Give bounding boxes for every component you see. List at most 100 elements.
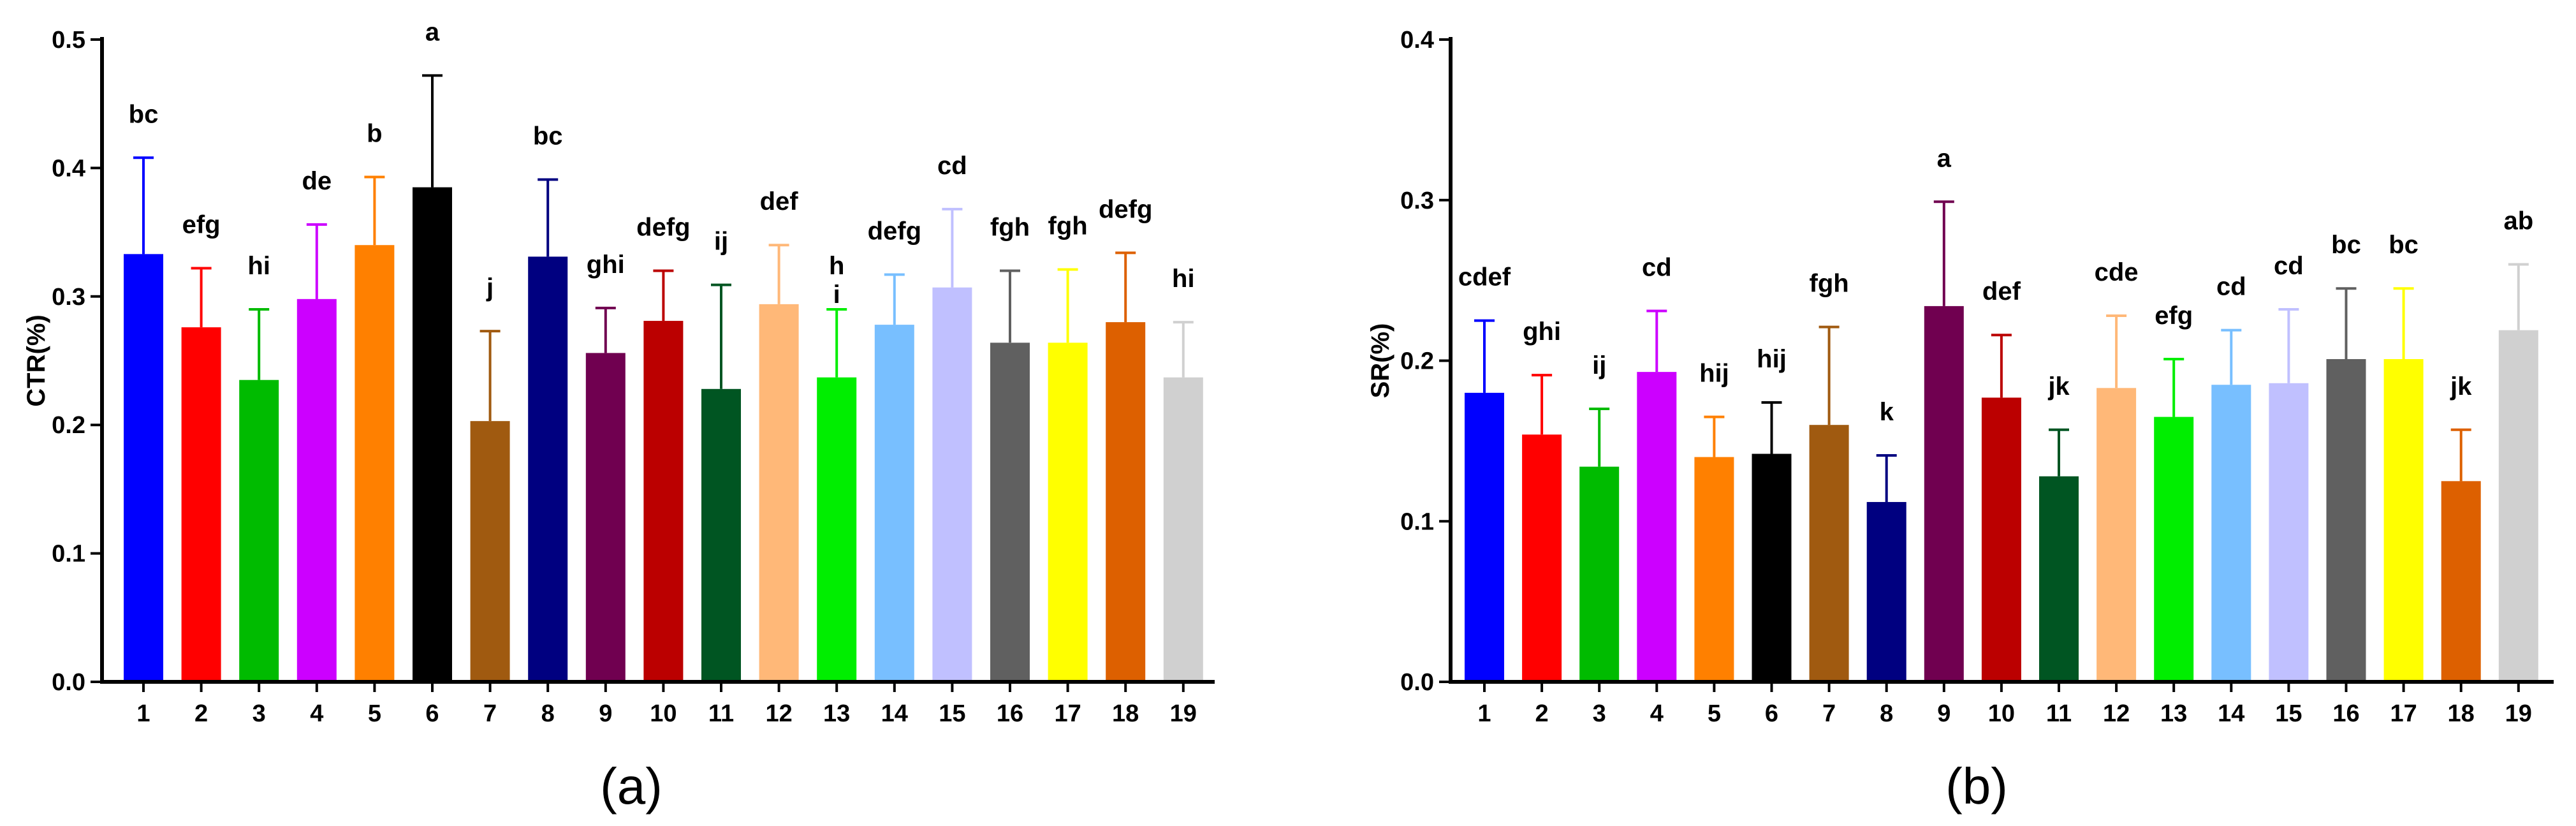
bar-7 <box>470 421 510 682</box>
x-tick-label-9: 9 <box>1937 700 1950 727</box>
x-tick-label-1: 1 <box>136 700 150 727</box>
significance-label-6: a <box>425 18 440 46</box>
bar-12 <box>2097 388 2137 682</box>
significance-label-7: fgh <box>1810 270 1849 298</box>
bar-9 <box>1924 306 1964 682</box>
y-tick-label-0.4: 0.4 <box>52 155 85 182</box>
significance-label-2: ghi <box>1523 318 1561 346</box>
bar-1 <box>1465 392 1504 682</box>
significance-label-14: cd <box>2216 273 2246 301</box>
x-tick-label-17: 17 <box>2390 700 2417 727</box>
significance-label-5: b <box>367 119 382 147</box>
x-tick-label-12: 12 <box>765 700 792 727</box>
bar-19 <box>1163 377 1203 682</box>
significance-label-4: cd <box>1642 253 1672 281</box>
bar-5 <box>1694 457 1734 682</box>
y-axis-title: SR(%) <box>1366 323 1394 399</box>
significance-label-16: bc <box>2331 231 2361 259</box>
y-tick-label-0.2: 0.2 <box>52 412 85 439</box>
x-tick-label-2: 2 <box>1535 700 1549 727</box>
x-tick-label-11: 11 <box>2046 700 2072 727</box>
significance-label-4: de <box>302 167 332 195</box>
significance-label-18: defg <box>1099 195 1152 223</box>
bar-17 <box>1048 343 1088 682</box>
bar-15 <box>2269 383 2309 682</box>
bar-8 <box>1866 502 1906 682</box>
y-tick-label-0.0: 0.0 <box>52 669 85 696</box>
significance-label-9: a <box>1937 144 1952 172</box>
x-tick-label-9: 9 <box>599 700 612 727</box>
y-axis-title: CTR(%) <box>22 314 50 406</box>
panel-caption: (b) <box>1945 758 2008 815</box>
bar-1 <box>124 254 163 682</box>
bar-4 <box>1637 372 1677 682</box>
bar-14 <box>2211 385 2251 682</box>
x-tick-label-16: 16 <box>997 700 1023 727</box>
y-tick-label-0.1: 0.1 <box>52 541 85 568</box>
significance-label-9: ghi <box>587 251 625 279</box>
x-tick-label-13: 13 <box>2160 700 2187 727</box>
x-tick-label-8: 8 <box>541 700 555 727</box>
y-tick-label-0.1: 0.1 <box>1400 508 1434 535</box>
bar-8 <box>528 256 568 682</box>
y-tick-label-0.4: 0.4 <box>1400 27 1434 54</box>
significance-label-5: hij <box>1699 360 1729 388</box>
x-tick-label-16: 16 <box>2332 700 2359 727</box>
panel-caption: (a) <box>600 758 662 815</box>
bar-16 <box>2326 358 2366 682</box>
bar-15 <box>932 287 972 682</box>
x-tick-label-17: 17 <box>1054 700 1081 727</box>
bar-9 <box>585 353 626 682</box>
bar-7 <box>1809 425 1849 682</box>
significance-label-11: ij <box>714 228 728 256</box>
bar-10 <box>643 321 684 682</box>
x-tick-label-5: 5 <box>368 700 381 727</box>
significance-label-15: cd <box>937 152 967 180</box>
y-tick-label-0.3: 0.3 <box>52 284 85 311</box>
significance-label-11: jk <box>2047 372 2070 401</box>
significance-label-10: def <box>1982 277 2021 306</box>
bar-2 <box>181 327 221 682</box>
significance-label-1: cdef <box>1458 263 1511 291</box>
x-tick-label-5: 5 <box>1708 700 1721 727</box>
bar-11 <box>701 388 741 682</box>
significance-label-13: i <box>833 281 840 309</box>
y-tick-label-0.2: 0.2 <box>1400 348 1434 375</box>
significance-label-19: ab <box>2503 207 2533 235</box>
y-tick-label-0.5: 0.5 <box>52 27 85 54</box>
x-tick-label-13: 13 <box>823 700 850 727</box>
x-tick-label-1: 1 <box>1477 700 1491 727</box>
x-tick-label-18: 18 <box>2448 700 2475 727</box>
x-tick-label-12: 12 <box>2103 700 2130 727</box>
significance-label-3: hi <box>247 252 270 280</box>
bar-4 <box>296 299 337 682</box>
x-tick-label-10: 10 <box>650 700 677 727</box>
x-tick-label-19: 19 <box>1170 700 1197 727</box>
x-tick-label-8: 8 <box>1880 700 1893 727</box>
significance-label-8: k <box>1880 398 1894 426</box>
bar-12 <box>759 304 799 682</box>
bar-17 <box>2383 358 2424 682</box>
x-tick-label-10: 10 <box>1988 700 2015 727</box>
significance-label-12: def <box>760 188 799 216</box>
significance-label-7: j <box>486 274 494 302</box>
x-tick-label-4: 4 <box>1650 700 1664 727</box>
bar-13 <box>817 377 857 682</box>
bar-5 <box>355 245 395 682</box>
significance-label-1: bc <box>129 100 159 128</box>
bar-14 <box>874 325 914 682</box>
x-tick-label-7: 7 <box>483 700 497 727</box>
x-tick-label-15: 15 <box>2275 700 2302 727</box>
x-tick-label-14: 14 <box>881 700 908 727</box>
significance-label-10: defg <box>636 214 690 242</box>
x-tick-label-18: 18 <box>1112 700 1139 727</box>
significance-label-13: h <box>829 252 844 280</box>
x-tick-label-3: 3 <box>252 700 266 727</box>
bar-19 <box>2498 330 2538 682</box>
x-tick-label-7: 7 <box>1822 700 1836 727</box>
x-tick-label-6: 6 <box>1765 700 1778 727</box>
significance-label-15: cd <box>2274 252 2304 280</box>
significance-label-17: fgh <box>1048 212 1088 240</box>
significance-label-14: defg <box>868 218 921 246</box>
